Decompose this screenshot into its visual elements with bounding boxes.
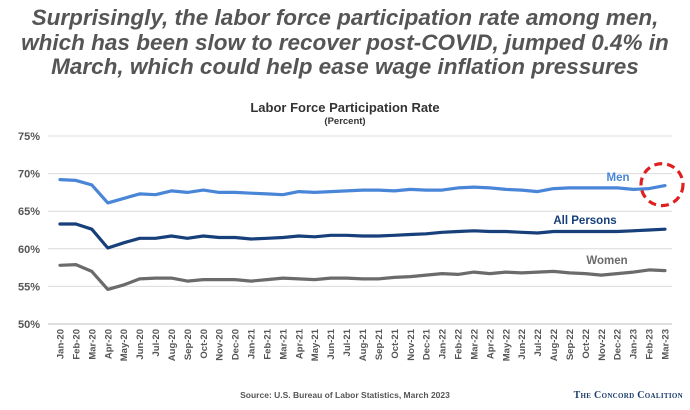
y-tick-label: 55%	[18, 281, 40, 293]
y-axis-ticks: 50% 55% 60% 65% 70% 75%	[18, 131, 40, 331]
series-line-men	[58, 178, 667, 205]
x-tick-label: Aug-20	[167, 329, 178, 361]
x-tick-label: May-21	[310, 328, 321, 361]
x-tick-label: Feb-23	[645, 329, 656, 360]
y-tick-label: 50%	[18, 319, 40, 331]
x-tick-label: Jan-20	[56, 329, 67, 359]
x-tick-label: Apr-21	[294, 328, 305, 359]
y-tick-label: 65%	[18, 206, 40, 218]
x-tick-label: Oct-22	[581, 329, 592, 359]
series-labels: Men All Persons Women	[553, 172, 629, 267]
headline: Surprisingly, the labor force participat…	[21, 5, 669, 79]
source-note: Source: U.S. Bureau of Labor Statistics,…	[240, 390, 450, 400]
x-axis-ticks: Jan-20 Feb-20 Mar-20 Apr-20 May-20 Jun-20 Jul-…	[56, 328, 672, 361]
series-line-all-persons	[58, 222, 667, 250]
series-line-women	[58, 263, 667, 291]
x-tick-label: Nov-22	[597, 329, 608, 361]
x-tick-label: Jul-22	[533, 329, 544, 356]
x-tick-label: Sep-20	[183, 329, 194, 360]
x-tick-label: Apr-22	[485, 329, 496, 359]
brand-logo-text: The Concord Coalition	[574, 390, 683, 401]
x-tick-label: Feb-20	[71, 329, 82, 360]
gridlines	[48, 135, 672, 325]
x-tick-label: Aug-21	[358, 328, 369, 361]
x-tick-label: Oct-20	[199, 329, 210, 359]
chart-title: Labor Force Participation Rate	[250, 100, 439, 115]
x-tick-label: Mar-21	[278, 328, 289, 359]
y-tick-label: 75%	[18, 131, 40, 143]
x-tick-label: Feb-21	[262, 328, 273, 359]
x-tick-label: Sep-21	[374, 328, 385, 360]
x-tick-label: May-20	[119, 329, 130, 361]
series-label-all-persons: All Persons	[553, 215, 616, 227]
x-tick-label: Mar-22	[469, 329, 480, 360]
highlight-circle	[639, 162, 685, 208]
x-tick-label: Jun-22	[517, 329, 528, 360]
series-lines	[58, 178, 667, 291]
x-tick-label: Aug-22	[549, 329, 560, 361]
x-tick-label: Nov-21	[406, 328, 417, 360]
x-tick-label: Oct-21	[390, 328, 401, 358]
x-tick-label: Jan-21	[247, 328, 258, 359]
x-tick-label: May-22	[501, 329, 512, 361]
series-label-men: Men	[607, 172, 630, 184]
x-tick-label: Dec-22	[613, 329, 624, 360]
x-tick-label: Jul-20	[151, 329, 162, 356]
x-tick-label: Apr-20	[103, 329, 114, 359]
x-tick-label: Feb-22	[454, 329, 465, 360]
x-tick-label: Dec-20	[231, 329, 242, 360]
x-tick-label: Dec-21	[422, 328, 433, 360]
y-tick-label: 60%	[18, 244, 40, 256]
x-tick-label: Jan-22	[438, 329, 449, 359]
x-tick-label: Mar-23	[661, 329, 672, 360]
x-tick-label: Jul-21	[342, 328, 353, 356]
x-tick-label: Jan-23	[629, 329, 640, 359]
x-tick-label: Nov-20	[215, 329, 226, 361]
series-label-women: Women	[586, 255, 627, 267]
annotations	[639, 162, 685, 208]
y-tick-label: 70%	[18, 169, 40, 181]
chart-subtitle: (Percent)	[324, 116, 365, 127]
x-tick-label: Jun-21	[326, 328, 337, 359]
x-tick-label: Sep-22	[565, 329, 576, 360]
x-tick-label: Jun-20	[135, 329, 146, 360]
x-tick-label: Mar-20	[87, 329, 98, 360]
